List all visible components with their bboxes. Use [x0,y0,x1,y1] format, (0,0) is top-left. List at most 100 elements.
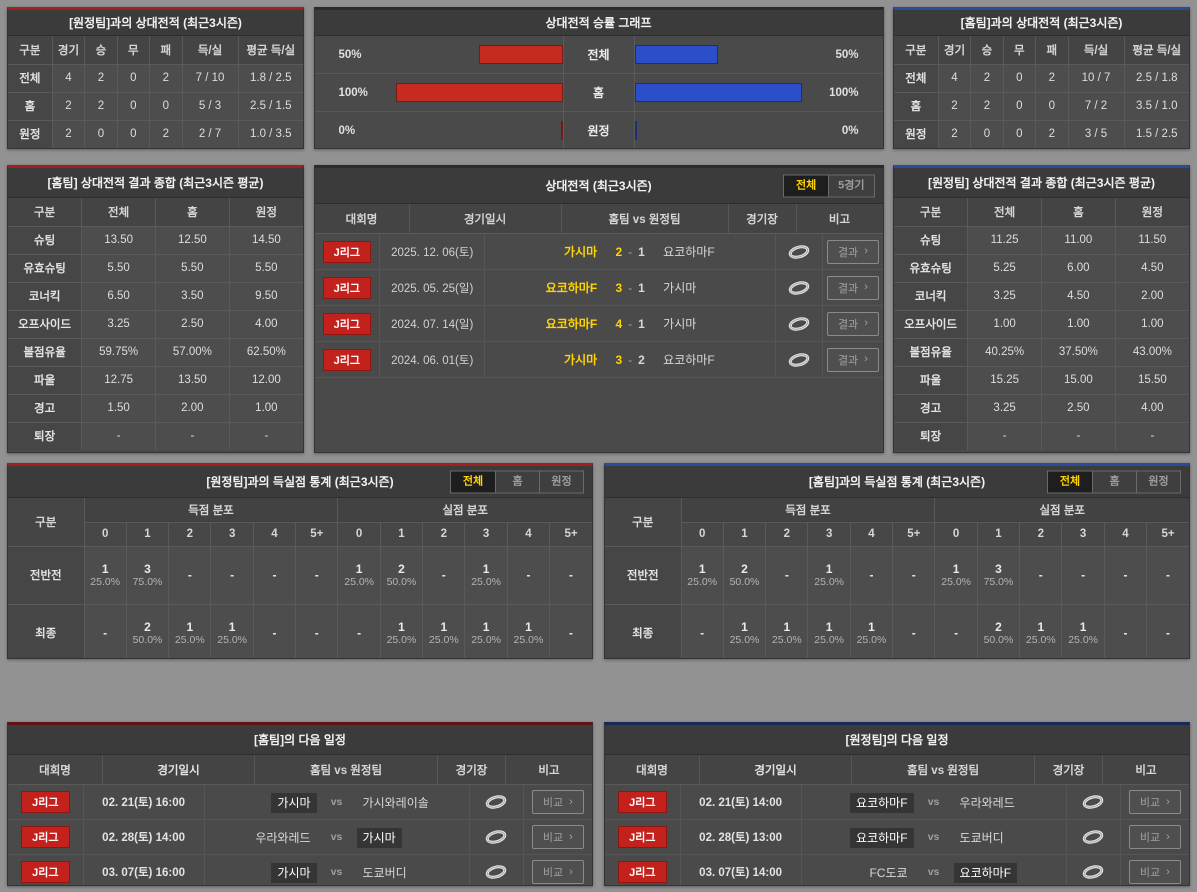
away-winrate-value: 0% [841,124,859,137]
result-button[interactable]: 결과 › [826,275,879,300]
panel-title: 상대전적 승률 그래프 [314,10,883,36]
score-separator: - [628,352,633,367]
stadium-icon[interactable] [787,352,811,368]
compare-button[interactable]: 비교 › [1128,860,1181,884]
chevron-right-icon: › [864,281,868,293]
schedule-match-row: J리그 03. 07(토) 16:00 가시마 vs 도쿄버디 비교 [8,855,592,885]
match-teams: 요코하마F vs 우라와레드 [802,785,1067,819]
note-cell: 비교 › [1121,820,1189,854]
distribution-count: 1 [482,619,490,634]
note-cell: 결과 › [823,270,882,305]
away-team-name: 가시마 [663,281,697,295]
distribution-percent: 25.0% [428,633,459,646]
match-range-tab[interactable]: 전체 [784,175,829,196]
compare-button[interactable]: 비교 › [1128,790,1181,814]
goal-stats-tab[interactable]: 전체 [1048,471,1092,492]
stadium-icon[interactable] [1081,829,1105,845]
distribution-count: - [1038,568,1043,582]
top-row: [원정팀]과의 상대전적 (최근3시즌) 구분 경기 승 무 패 득/실 평균 득/실 전체… [7,7,1190,149]
stat-cell: 0 [970,119,1004,148]
compare-button[interactable]: 비교 › [531,860,584,884]
winrate-row: 50% 전체 50% [314,36,883,74]
goal-stats-tab[interactable]: 전체 [451,471,495,492]
column-header: 홈 [155,198,230,227]
stadium-icon[interactable] [787,280,811,296]
league-cell: J리그 [315,234,381,269]
league-cell: J리그 [8,785,84,819]
schedule-match-row: J리그 03. 07(토) 14:00 FC도쿄 vs 요코하마F 비교 [605,855,1189,885]
goals-for-group-header: 득점 분포 [83,498,339,523]
stadium-icon[interactable] [484,794,508,810]
goal-stats-tab[interactable]: 홈 [1092,471,1136,492]
middle-row: [홈팀] 상대전적 결과 종합 (최근3시즌 평균) 구분 전체 홈 원정 슈팅 13… [7,165,1190,453]
distribution-cell: - [168,545,212,605]
goal-stats-row: [원정팀]과의 득실점 통계 (최근3시즌) 전체 홈 원정 구분 득점 분포 실점… [7,463,1190,659]
match-score: 2 - 1 [597,245,663,259]
compare-button[interactable]: 비교 › [1128,825,1181,849]
stadium-icon[interactable] [1081,864,1105,880]
teams-column-header: 홈팀 vs 원정팀 [255,755,438,784]
stat-cell: 2.5 / 1.5 [237,91,303,121]
column-header: 무 [116,36,151,65]
match-range-tab[interactable]: 5경기 [828,175,874,196]
table-row: 슈팅 13.50 12.50 14.50 [8,225,303,255]
compare-button[interactable]: 비교 › [531,790,584,814]
stat-cell: 0 [116,91,151,121]
h2h-vs-home-table: 구분 경기 승 무 패 득/실 평균 득/실 전체 4 2 0 2 10 / 7 2.5 / 1.8 … [894,36,1189,148]
result-button[interactable]: 결과 › [826,311,879,336]
distribution-count: - [1166,568,1171,582]
stat-cell: 57.00% [155,337,230,367]
stadium-cell [1067,855,1121,885]
stat-cell: 2.00 [1114,281,1189,311]
stat-cell: 12.50 [155,225,230,255]
stadium-cell [1067,820,1121,854]
stadium-icon[interactable] [787,244,811,260]
goal-stats-tab[interactable]: 원정 [539,471,583,492]
result-button[interactable]: 결과 › [826,239,879,264]
row-label: 경고 [894,393,969,423]
table-row: 슈팅 11.25 11.00 11.50 [894,225,1189,255]
winrate-row-label: 홈 [562,74,635,111]
row-label: 경고 [8,393,83,423]
panel-home-summary: [홈팀] 상대전적 결과 종합 (최근3시즌 평균) 구분 전체 홈 원정 슈팅 13… [7,165,304,453]
distribution-cell: - [295,545,339,605]
home-score: 4 [615,316,623,331]
goal-count-header: 5+ [295,521,339,547]
panel-winrate-graph: 상대전적 승률 그래프 50% 전체 50% 100% [313,7,884,149]
stat-cell: - [155,421,230,450]
stadium-cell [776,234,824,269]
stat-cell: 11.25 [967,225,1042,255]
stadium-icon[interactable] [1081,794,1105,810]
league-badge: J리그 [322,240,372,263]
goal-stats-tab[interactable]: 홈 [495,471,539,492]
goal-count-header: 4 [849,521,894,547]
distribution-cell: 1 25.0% [210,603,254,658]
distribution-count: 1 [783,619,791,634]
league-cell: J리그 [8,820,84,854]
corner-header: 구분 [8,498,85,547]
stadium-icon[interactable] [484,829,508,845]
distribution-percent: 50.0% [132,633,163,646]
goal-stats-tab[interactable]: 원정 [1136,471,1180,492]
league-badge: J리그 [21,826,70,848]
distribution-percent: 25.0% [471,633,501,646]
table-row: 오프사이드 3.25 2.50 4.00 [8,309,303,339]
row-label: 슈팅 [894,225,969,255]
row-label: 슈팅 [8,225,83,255]
distribution-count: 1 [228,619,236,634]
note-cell: 비교 › [524,785,592,819]
away-winrate-value: 100% [829,86,859,99]
stadium-column-header: 경기장 [438,755,506,784]
stadium-icon[interactable] [787,316,811,332]
result-button[interactable]: 결과 › [826,347,879,372]
goal-count-header: 1 [125,521,170,547]
row-label: 전반전 [8,545,85,605]
distribution-count: 1 [101,561,109,576]
stat-cell: 2 [970,91,1004,121]
match-score: 3 - 1 [597,281,663,295]
compare-button[interactable]: 비교 › [531,825,584,849]
stadium-icon[interactable] [484,864,508,880]
